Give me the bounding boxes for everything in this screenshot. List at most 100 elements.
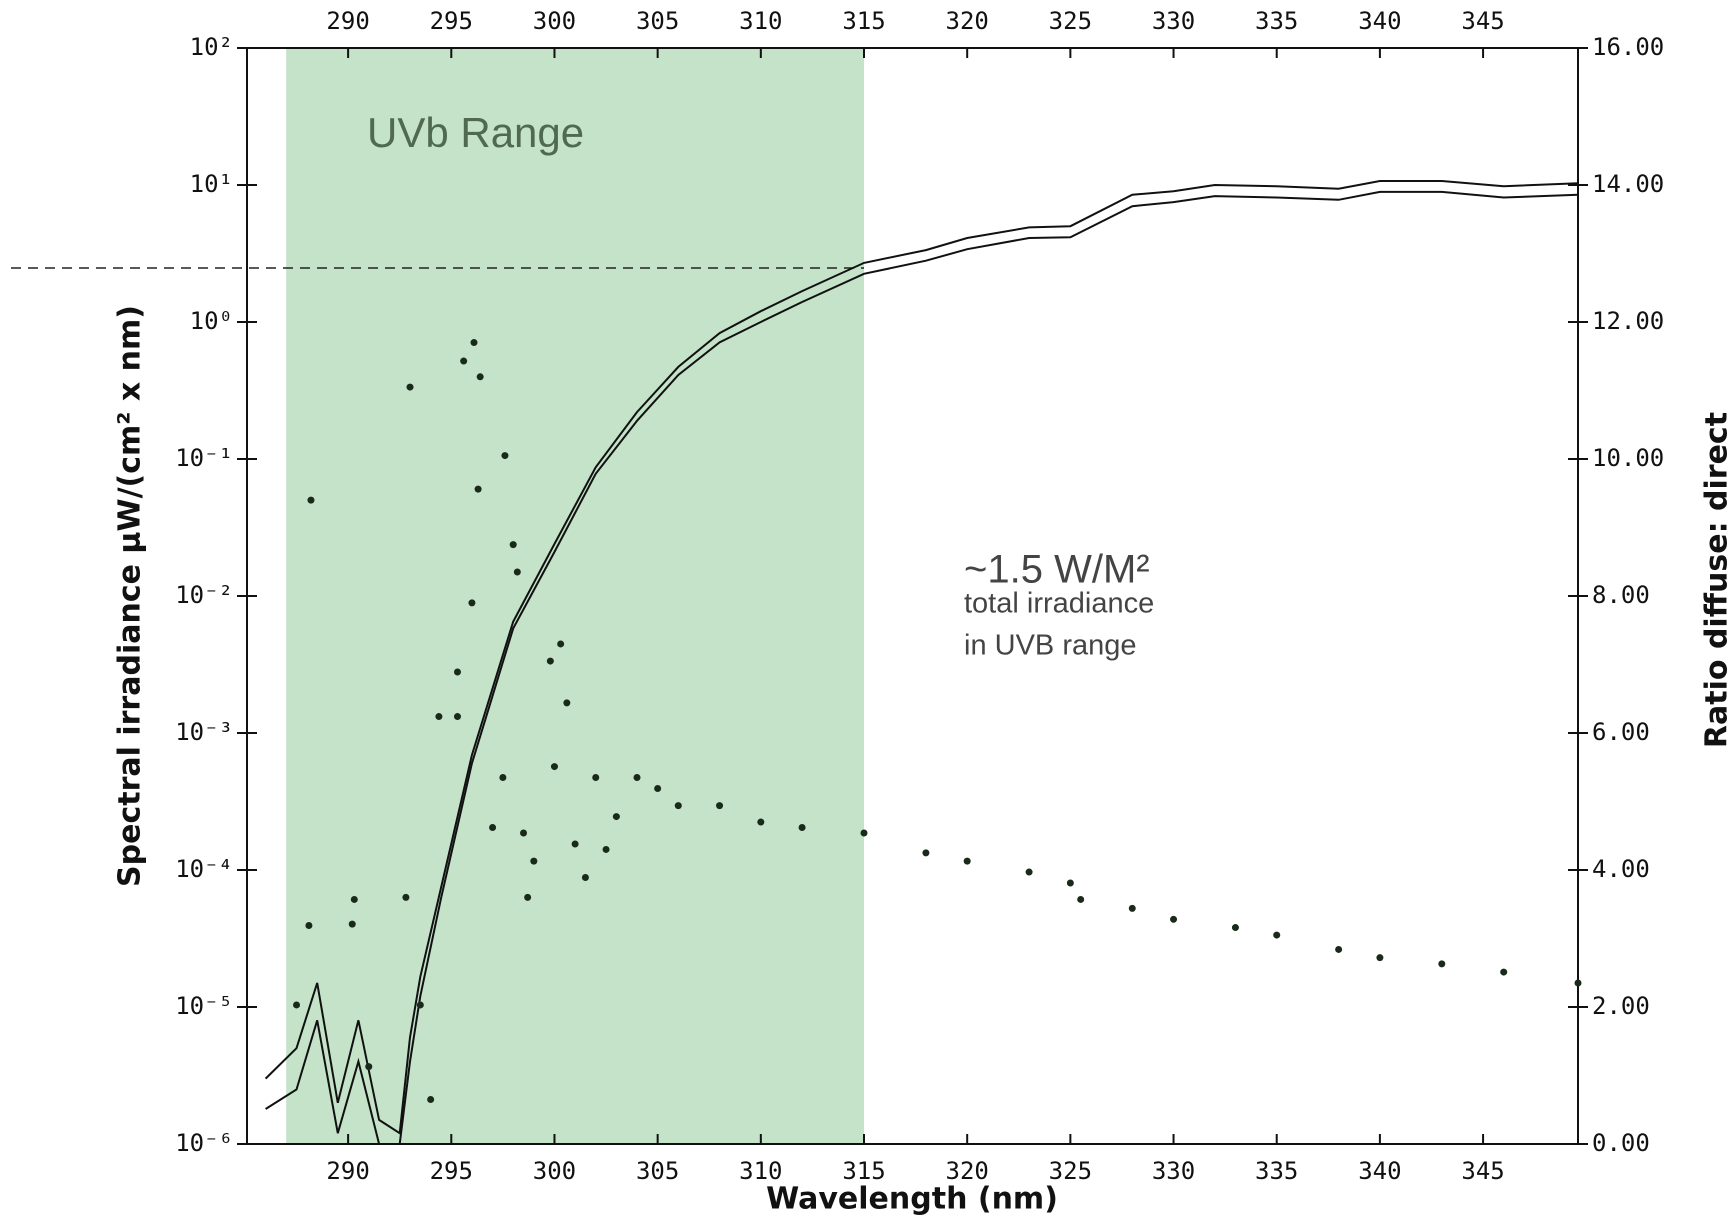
x-tick-label-top: 295 bbox=[430, 7, 473, 35]
ratio-point bbox=[365, 1063, 373, 1071]
irradiance-line bbox=[264, 180, 1579, 1135]
ratio-point bbox=[307, 496, 315, 504]
x-tick-label-top: 315 bbox=[842, 7, 885, 35]
ratio-point bbox=[1273, 931, 1281, 939]
y2-tick-label: 14.00 bbox=[1592, 170, 1664, 198]
ratio-point bbox=[476, 373, 484, 381]
y2-tick-label: 0.00 bbox=[1592, 1129, 1650, 1157]
ratio-point bbox=[460, 357, 468, 365]
ratio-point bbox=[633, 774, 641, 782]
ratio-point bbox=[1170, 915, 1178, 923]
ratio-point bbox=[416, 1001, 424, 1009]
x-tick-label: 315 bbox=[842, 1157, 885, 1185]
shaded-region bbox=[286, 48, 865, 1144]
x-tick-label-top: 320 bbox=[946, 7, 989, 35]
ratio-point bbox=[1376, 954, 1384, 962]
ratio-point bbox=[1500, 968, 1508, 976]
ratio-point bbox=[1574, 979, 1582, 987]
ratio-point bbox=[1025, 868, 1033, 876]
x-tick-label-top: 310 bbox=[739, 7, 782, 35]
y-tick-label: 10² bbox=[190, 33, 233, 61]
y-tick-label: 10⁻³ bbox=[175, 718, 233, 746]
y-tick-label: 10⁰ bbox=[190, 307, 233, 335]
y2-tick-label: 16.00 bbox=[1592, 33, 1664, 61]
ratio-point bbox=[550, 763, 558, 771]
x-axis-label: Wavelength (nm) bbox=[766, 1182, 1058, 1217]
ratio-point bbox=[499, 774, 507, 782]
ratio-point bbox=[453, 668, 461, 676]
x-tick-label-top: 305 bbox=[636, 7, 679, 35]
ratio-point bbox=[530, 857, 538, 865]
x-tick-label: 340 bbox=[1358, 1157, 1401, 1185]
ratio-point bbox=[860, 829, 868, 837]
y-tick-label: 10⁻⁵ bbox=[175, 992, 233, 1020]
ratio-point bbox=[563, 699, 571, 707]
ratio-point bbox=[1077, 895, 1085, 903]
ratio-point bbox=[1335, 945, 1343, 953]
ratio-point bbox=[922, 849, 930, 857]
ratio-point bbox=[1438, 960, 1446, 968]
ratio-point bbox=[501, 452, 509, 460]
ratio-point bbox=[305, 921, 313, 929]
y2-tick-label: 8.00 bbox=[1592, 581, 1650, 609]
x-tick-label: 330 bbox=[1152, 1157, 1195, 1185]
ratio-point bbox=[509, 541, 517, 549]
ratio-point bbox=[757, 818, 765, 826]
y2-tick-label: 2.00 bbox=[1592, 992, 1650, 1020]
ratio-point bbox=[716, 802, 724, 810]
annotation: UVb Range bbox=[367, 109, 584, 156]
ratio-point bbox=[557, 640, 565, 648]
x-tick-label: 335 bbox=[1255, 1157, 1298, 1185]
x-tick-label: 305 bbox=[636, 1157, 679, 1185]
ratio-point bbox=[798, 824, 806, 832]
ratio-point bbox=[474, 485, 482, 493]
annotation: ~1.5 W/M² bbox=[964, 548, 1150, 592]
x-tick-label-top: 290 bbox=[326, 7, 369, 35]
ratio-point bbox=[674, 802, 682, 810]
ratio-point bbox=[427, 1095, 435, 1103]
y-tick-label: 10⁻⁶ bbox=[175, 1129, 233, 1157]
annotation: total irradiance bbox=[964, 588, 1154, 620]
x-tick-label-top: 300 bbox=[533, 7, 576, 35]
ratio-point bbox=[546, 657, 554, 665]
x-tick-label: 320 bbox=[946, 1157, 989, 1185]
ratio-point bbox=[468, 599, 476, 607]
y2-tick-label: 4.00 bbox=[1592, 855, 1650, 883]
ratio-point bbox=[612, 813, 620, 821]
y-tick-label: 10¹ bbox=[190, 170, 233, 198]
ratio-point bbox=[435, 713, 443, 721]
x-tick-label: 310 bbox=[739, 1157, 782, 1185]
x-tick-label-top: 340 bbox=[1358, 7, 1401, 35]
ratio-point bbox=[406, 383, 414, 391]
ratio-point bbox=[293, 1001, 301, 1009]
ratio-point bbox=[1066, 879, 1074, 887]
x-tick-label-top: 325 bbox=[1049, 7, 1092, 35]
y2-axis-label: Ratio diffuse: direct bbox=[1700, 412, 1734, 748]
y-tick-label: 10⁻¹ bbox=[175, 444, 233, 472]
ratio-point bbox=[592, 774, 600, 782]
irradiance-line bbox=[265, 190, 1579, 1145]
ratio-point bbox=[402, 893, 410, 901]
x-tick-label: 300 bbox=[533, 1157, 576, 1185]
x-tick-label-top: 335 bbox=[1255, 7, 1298, 35]
ratio-point bbox=[453, 713, 461, 721]
y2-tick-label: 6.00 bbox=[1592, 718, 1650, 746]
x-tick-label: 290 bbox=[326, 1157, 369, 1185]
ratio-point bbox=[963, 857, 971, 865]
ratio-point bbox=[1128, 904, 1136, 912]
ratio-point bbox=[571, 840, 579, 848]
ratio-point bbox=[489, 824, 497, 832]
y2-tick-label: 10.00 bbox=[1592, 444, 1664, 472]
ratio-point bbox=[520, 829, 528, 837]
ratio-point bbox=[581, 874, 589, 882]
y2-tick-label: 12.00 bbox=[1592, 307, 1664, 335]
x-tick-label: 325 bbox=[1049, 1157, 1092, 1185]
ratio-point bbox=[654, 784, 662, 792]
ratio-point bbox=[602, 845, 610, 853]
ratio-point bbox=[350, 895, 358, 903]
ratio-point bbox=[348, 920, 356, 928]
ratio-point bbox=[1231, 924, 1239, 932]
ratio-point bbox=[513, 568, 521, 576]
x-tick-label: 295 bbox=[430, 1157, 473, 1185]
